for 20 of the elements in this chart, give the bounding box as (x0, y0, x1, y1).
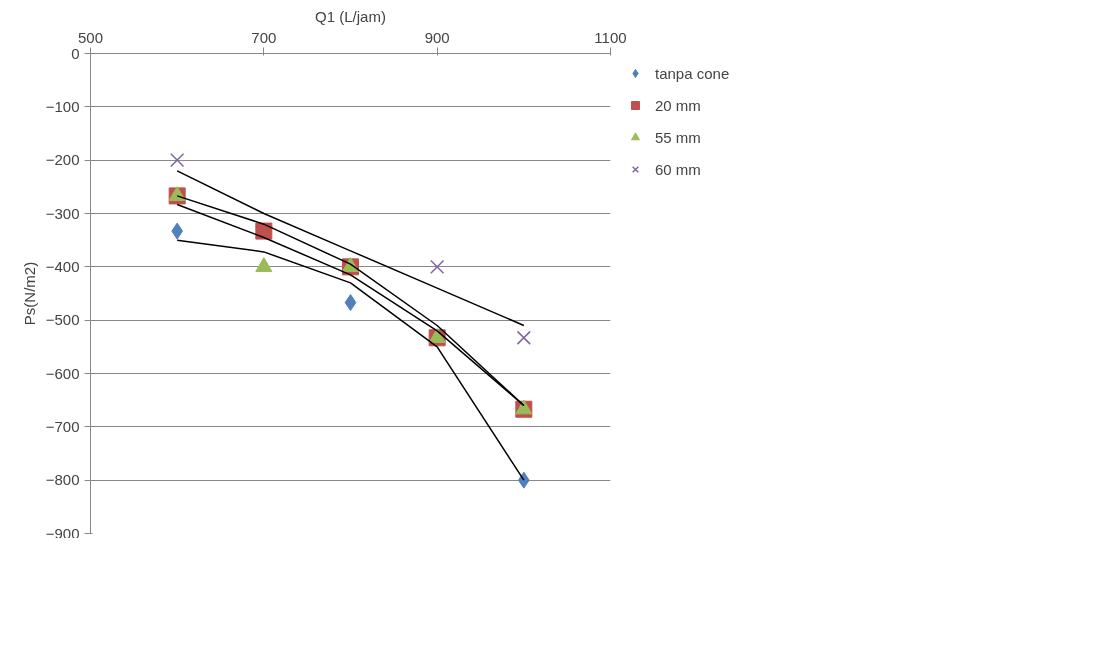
legend-label: 55 mm (655, 128, 701, 146)
y-tick-label: −600 (45, 364, 80, 382)
x-tick-label: 1100 (594, 28, 627, 46)
legend-label: tanpa cone (655, 64, 730, 82)
x-tick-label: 900 (424, 28, 450, 46)
y-tick-label: −400 (45, 257, 80, 275)
y-tick-label: −100 (45, 97, 80, 115)
y-tick-label: −900 (45, 524, 80, 542)
y-axis-title: Ps(N/m2) (20, 261, 38, 326)
y-tick-label: 0 (71, 44, 80, 62)
legend-label: 60 mm (655, 160, 701, 178)
y-tick-label: −300 (45, 204, 80, 222)
chart-title: Q1 (L/jam) (315, 7, 386, 25)
y-tick-label: −800 (45, 471, 80, 489)
y-tick-label: −700 (45, 417, 80, 435)
y-tick-label: −200 (45, 151, 80, 169)
y-tick-label: −500 (45, 311, 80, 329)
x-tick-label: 700 (251, 28, 277, 46)
x-tick-label: 500 (77, 28, 104, 46)
legend-label: 20 mm (655, 96, 701, 114)
